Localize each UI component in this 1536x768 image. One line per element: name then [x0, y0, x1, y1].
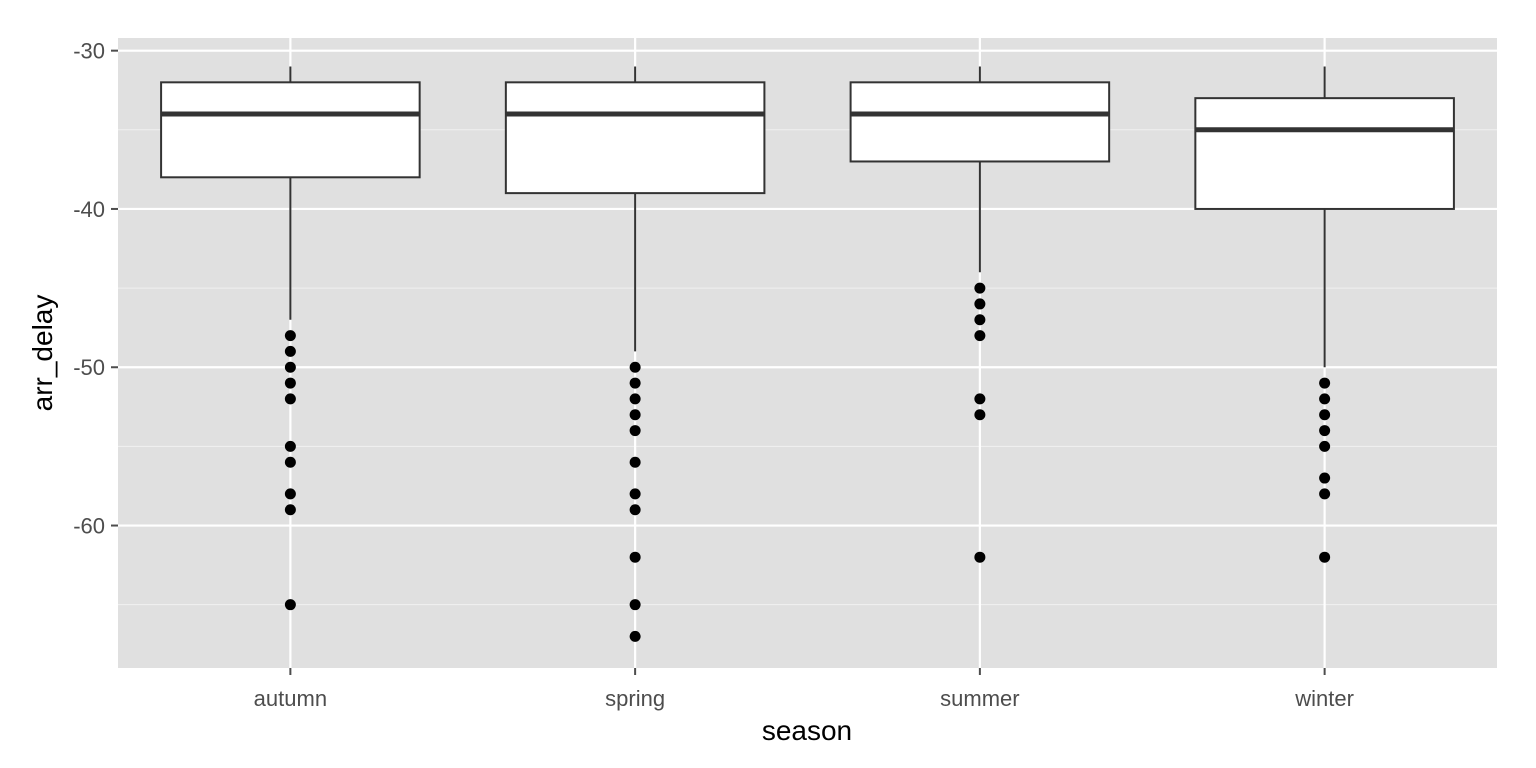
boxes: [160, 66, 1455, 642]
x-axis: autumn spring summer winter: [254, 668, 1354, 711]
y-tick-label: -30: [73, 39, 105, 64]
x-tick-label-summer: summer: [940, 686, 1019, 711]
outlier-point: [974, 298, 986, 310]
outlier-point: [284, 345, 296, 357]
box-body: [504, 81, 766, 195]
x-tick-label-autumn: autumn: [254, 686, 327, 711]
outlier-point: [974, 282, 986, 294]
outlier-point: [629, 630, 641, 642]
outlier-point: [629, 425, 641, 437]
y-tick-label: -50: [73, 355, 105, 380]
outlier-point: [629, 504, 641, 516]
outlier-point: [284, 361, 296, 373]
y-tick-label: -60: [73, 514, 105, 539]
outlier-point: [1319, 393, 1331, 405]
y-axis: -30 -40 -50 -60: [73, 39, 118, 539]
box-summer: [849, 66, 1111, 563]
y-tick-label: -40: [73, 197, 105, 222]
outlier-point: [1319, 440, 1331, 452]
outlier-point: [974, 330, 986, 342]
box-body: [849, 81, 1111, 163]
outlier-point: [629, 409, 641, 421]
outlier-point: [629, 456, 641, 468]
outlier-point: [629, 377, 641, 389]
outlier-point: [284, 599, 296, 611]
outlier-point: [1319, 409, 1331, 421]
outlier-point: [974, 393, 986, 405]
outlier-point: [284, 440, 296, 452]
x-tick-label-spring: spring: [605, 686, 665, 711]
box-body: [160, 81, 421, 179]
outlier-point: [1319, 551, 1331, 563]
box-body: [1194, 97, 1455, 210]
box-winter: [1194, 66, 1455, 563]
outlier-point: [974, 314, 986, 326]
outlier-point: [284, 504, 296, 516]
outlier-point: [1319, 425, 1331, 437]
outlier-point: [629, 393, 641, 405]
outlier-point: [284, 393, 296, 405]
outlier-point: [974, 409, 986, 421]
x-axis-title: season: [762, 715, 852, 746]
outlier-point: [629, 361, 641, 373]
outlier-point: [974, 551, 986, 563]
box-spring: [504, 66, 766, 642]
box-autumn: [160, 66, 421, 611]
outlier-point: [629, 551, 641, 563]
x-tick-label-winter: winter: [1294, 686, 1354, 711]
outlier-point: [284, 330, 296, 342]
outlier-point: [629, 488, 641, 500]
y-axis-title: arr_delay: [27, 295, 58, 412]
outlier-point: [1319, 472, 1331, 484]
outlier-point: [1319, 377, 1331, 389]
outlier-point: [284, 377, 296, 389]
outlier-point: [1319, 488, 1331, 500]
outlier-point: [284, 456, 296, 468]
outlier-point: [284, 488, 296, 500]
outlier-point: [629, 599, 641, 611]
